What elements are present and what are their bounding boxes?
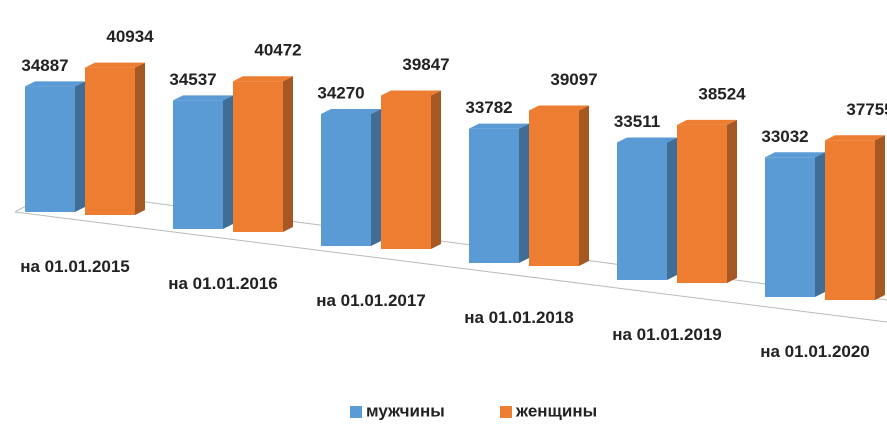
bar-side (223, 95, 233, 229)
bar (529, 105, 589, 266)
bar-front (321, 113, 371, 246)
bar-top (617, 137, 677, 143)
bar-side (283, 76, 293, 232)
bar-side (727, 119, 737, 283)
bar-top (233, 76, 293, 82)
bar-front (381, 95, 431, 249)
bar-front (469, 128, 519, 263)
bar-front (677, 124, 727, 283)
bar-top (321, 108, 381, 114)
bar (469, 123, 529, 263)
floor (14, 189, 887, 301)
bar (765, 152, 825, 297)
x-tick-label: на 01.01.2019 (612, 325, 722, 344)
x-tick-label: на 01.01.2018 (464, 308, 574, 327)
bar-side (667, 137, 677, 280)
bar-front (617, 142, 667, 280)
bar-top (25, 81, 85, 87)
bar (825, 135, 885, 300)
bar-top (765, 152, 825, 158)
bar-top (469, 123, 529, 129)
bar-side (579, 105, 589, 266)
value-label: 39847 (402, 55, 449, 74)
bar-top (173, 95, 233, 101)
bar (381, 90, 441, 249)
bar (85, 62, 145, 215)
bar-front (529, 110, 579, 266)
value-label: 33032 (761, 127, 808, 146)
value-label: 40934 (106, 27, 154, 46)
bar-front (765, 157, 815, 297)
value-label: 33511 (614, 112, 660, 131)
bar (321, 108, 381, 246)
bar-side (135, 62, 145, 215)
bar-front (233, 81, 283, 232)
bar (677, 119, 737, 283)
value-label: 37755 (846, 100, 887, 119)
legend-swatch (350, 406, 362, 418)
bar (25, 81, 85, 212)
bar-front (825, 140, 875, 300)
x-tick-label: на 01.01.2015 (20, 257, 130, 276)
bar-front (85, 67, 135, 215)
bar-front (173, 100, 223, 229)
bar-top (381, 90, 441, 96)
bar-top (677, 119, 737, 125)
bar (617, 137, 677, 280)
value-label: 33782 (465, 98, 512, 117)
bar-side (519, 123, 529, 263)
x-tick-label: на 01.01.2017 (316, 291, 426, 310)
legend-label: женщины (515, 401, 597, 420)
value-label: 34270 (317, 83, 364, 102)
x-tick-label: на 01.01.2020 (760, 342, 870, 361)
bar (173, 95, 233, 229)
floor-edge (14, 211, 887, 323)
bar-front (25, 86, 75, 212)
bar (233, 76, 293, 232)
value-label: 34537 (169, 70, 216, 89)
value-label: 34887 (21, 56, 68, 75)
bar-top (529, 105, 589, 111)
bar-side (371, 108, 381, 246)
bar-top (85, 62, 145, 68)
bar-side (431, 90, 441, 249)
bar-side (875, 135, 885, 300)
legend-swatch (500, 406, 512, 418)
bar-side (75, 81, 85, 212)
bar-side (815, 152, 825, 297)
value-label: 40472 (254, 41, 301, 60)
x-tick-label: на 01.01.2016 (168, 274, 278, 293)
legend-label: мужчины (366, 401, 445, 420)
value-label: 38524 (698, 84, 746, 103)
bar-top (825, 135, 885, 141)
value-label: 39097 (550, 70, 597, 89)
